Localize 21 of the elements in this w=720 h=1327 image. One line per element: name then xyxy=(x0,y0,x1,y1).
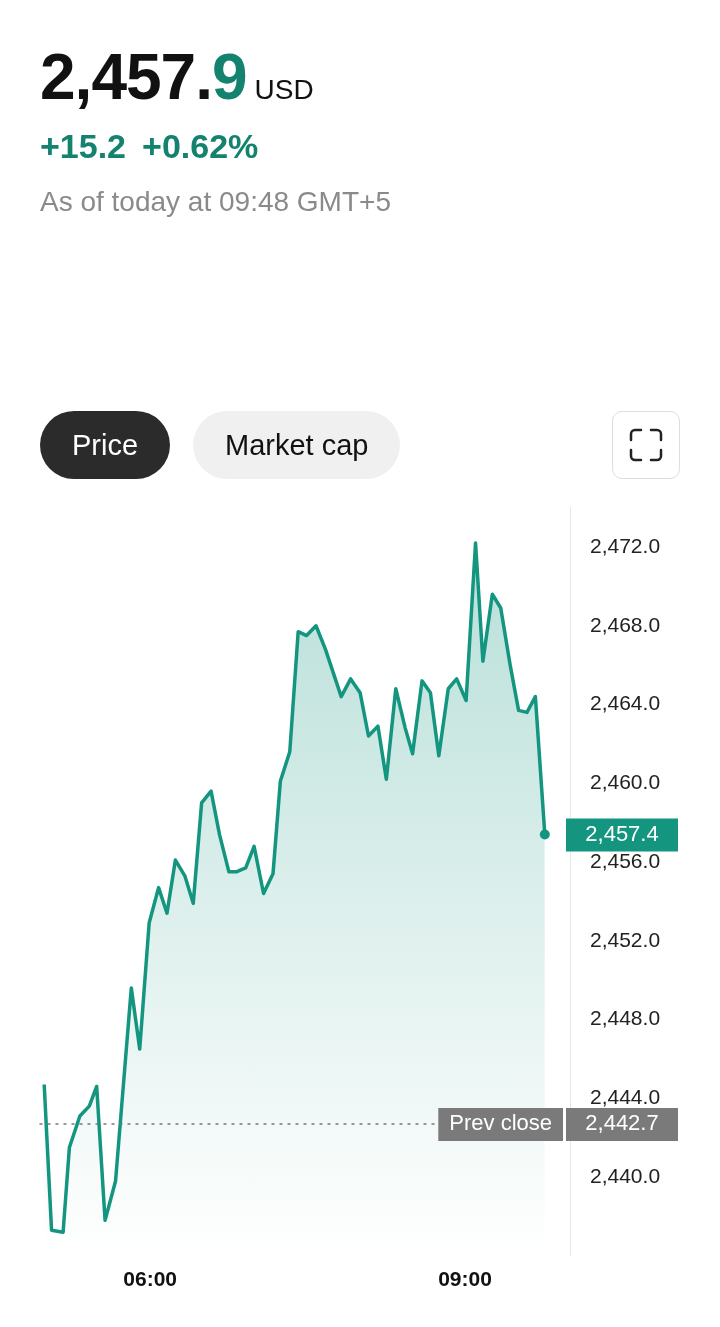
chart-title: 2,457.9 xyxy=(40,41,247,113)
x-tick-label: 06:00 xyxy=(123,1267,178,1291)
text: +0.62% xyxy=(142,127,259,165)
chart-subtitle: USD xyxy=(254,74,314,105)
y-tick-label: 2,444.0 xyxy=(590,1085,661,1109)
y-tick-label: 2,456.0 xyxy=(590,848,661,872)
text: +15.2 xyxy=(40,127,127,165)
x-tick-label: 09:00 xyxy=(438,1267,492,1291)
y-tick-label: 2,460.0 xyxy=(590,770,661,794)
y-tick-label: 2,468.0 xyxy=(590,612,661,636)
text: As of today at 09:48 GMT+5 xyxy=(40,186,391,218)
y-tick-label: 2,452.0 xyxy=(590,927,661,951)
y-tick-label: 2,448.0 xyxy=(590,1006,661,1030)
ref-line-label: Prev close xyxy=(449,1109,553,1135)
y-tick-label: 2,440.0 xyxy=(590,1163,661,1187)
y-tick-label: 2,472.0 xyxy=(590,533,661,557)
text: Price xyxy=(40,411,171,479)
text: Market cap xyxy=(193,411,401,479)
data-label: 2,457.4 xyxy=(585,820,659,846)
text: 2,442.7 xyxy=(585,1109,659,1135)
y-tick-label: 2,464.0 xyxy=(590,691,661,715)
